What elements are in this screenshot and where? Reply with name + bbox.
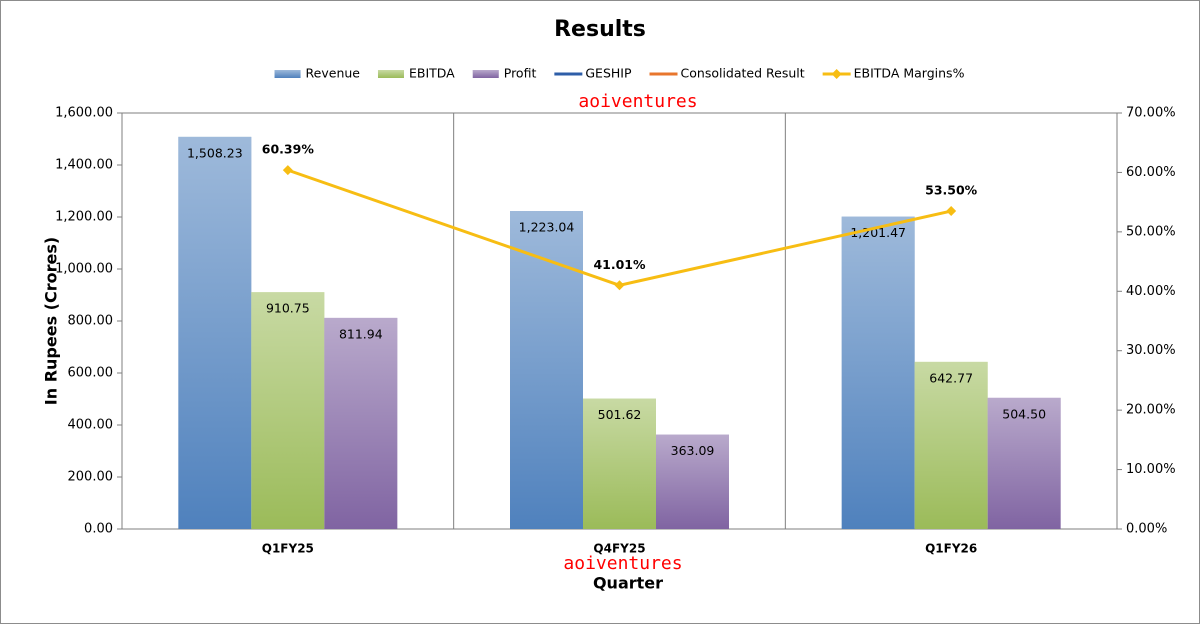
data-label: 1,223.04: [519, 220, 575, 235]
legend-swatch-sheen: [274, 70, 301, 78]
y-tick-label: 800.00: [68, 314, 114, 329]
data-label: 642.77: [929, 370, 973, 385]
y2-tick-label: 50.00%: [1126, 224, 1176, 239]
data-label: 60.39%: [262, 142, 315, 157]
legend-marker: [831, 69, 842, 79]
legend-label: Profit: [504, 66, 537, 81]
y-tick-label: 400.00: [68, 418, 114, 433]
bar-sheen: [324, 317, 398, 529]
y2-tick-label: 20.00%: [1126, 403, 1176, 418]
y2-tick-label: 10.00%: [1126, 462, 1176, 477]
x-tick-label: Q1FY26: [925, 542, 977, 556]
data-label: 811.94: [339, 326, 383, 341]
line-marker: [282, 165, 293, 176]
legend-item: EBITDA Margins%: [822, 66, 965, 81]
legend-label: GESHIP: [585, 66, 632, 81]
legend-label: Consolidated Result: [681, 66, 805, 81]
x-tick-label: Q1FY25: [262, 542, 314, 556]
legend-swatch-sheen: [377, 70, 404, 78]
y-tick-label: 1,200.00: [55, 210, 113, 225]
bar-sheen: [656, 434, 729, 529]
data-label: 910.75: [266, 301, 310, 316]
x-axis-title: Quarter: [593, 574, 663, 593]
bar-sheen: [841, 216, 915, 529]
y2-tick-label: 70.00%: [1126, 106, 1176, 121]
y-tick-label: 1,400.00: [55, 158, 113, 173]
bar-sheen: [178, 136, 252, 529]
legend: Revenue EBITDA Profit GESHIP Consolidated Re…: [274, 66, 965, 81]
legend-item: Profit: [472, 66, 537, 81]
data-label: 41.01%: [593, 257, 646, 272]
y-tick-label: 1,000.00: [55, 262, 113, 277]
y-tick-label: 200.00: [68, 470, 114, 485]
legend-item: GESHIP: [554, 66, 632, 81]
data-label: 363.09: [671, 443, 715, 458]
legend-label: Revenue: [306, 66, 361, 81]
data-label: 1,201.47: [850, 225, 906, 240]
y2-tick-label: 60.00%: [1126, 165, 1176, 180]
y2-tick-label: 0.00%: [1126, 522, 1167, 537]
chart-title: Results: [554, 17, 646, 42]
y2-tick-label: 30.00%: [1126, 343, 1176, 358]
bar-sheen: [251, 292, 325, 529]
legend-item: Consolidated Result: [649, 66, 805, 81]
bar-sheen: [510, 211, 583, 530]
line-marker: [946, 206, 957, 217]
y-tick-label: 1,600.00: [55, 106, 113, 121]
data-label: 1,508.23: [187, 145, 243, 160]
legend-label: EBITDA Margins%: [854, 66, 965, 81]
data-label: 501.62: [598, 407, 642, 422]
data-label: 53.50%: [925, 183, 978, 198]
y-tick-label: 600.00: [68, 366, 114, 381]
y-tick-label: 0.00: [84, 522, 113, 537]
watermark: aoiventures: [563, 553, 682, 574]
legend-swatch-sheen: [472, 70, 499, 78]
bar-sheen: [583, 398, 656, 529]
y-axis-title: In Rupees (Crores): [42, 237, 61, 405]
watermark: aoiventures: [578, 91, 697, 112]
legend-item: Revenue: [274, 66, 361, 81]
bar-sheen: [987, 397, 1061, 529]
legend-label: EBITDA: [409, 66, 455, 81]
y2-tick-label: 40.00%: [1126, 284, 1176, 299]
x-tick-label: Q4FY25: [593, 542, 645, 556]
bar-sheen: [914, 361, 988, 529]
line-marker: [614, 280, 625, 291]
legend-item: EBITDA: [377, 66, 455, 81]
data-label: 504.50: [1002, 406, 1046, 421]
